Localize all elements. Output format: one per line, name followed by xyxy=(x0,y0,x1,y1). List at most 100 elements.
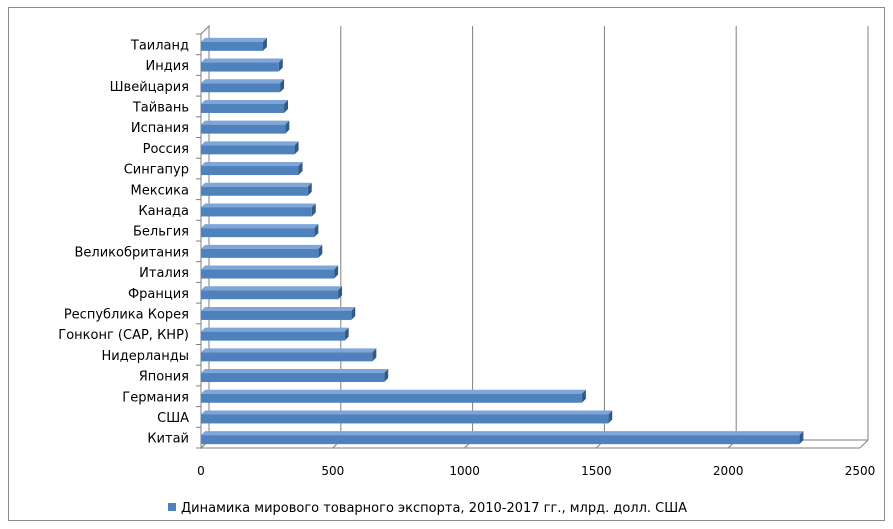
bar-end-face xyxy=(298,162,303,176)
bar-front-face xyxy=(201,207,312,217)
x-tick-label: 2500 xyxy=(845,464,876,478)
bar-front-face xyxy=(201,83,281,93)
category-label: Бельгия xyxy=(133,225,189,240)
category-label: Италия xyxy=(139,266,189,281)
x-tick-label: 1000 xyxy=(449,464,480,478)
bar-top-face xyxy=(201,286,343,291)
bar-front-face xyxy=(201,186,308,196)
bar-Бельгия xyxy=(201,224,319,238)
bar-end-face xyxy=(285,120,290,134)
category-labels: Таиланд Индия Швейцария Тайвань Испания Росси… xyxy=(58,38,189,446)
bar-end-face xyxy=(280,79,285,93)
bar-top-face xyxy=(201,58,283,63)
category-label: Германия xyxy=(122,390,189,405)
bar-top-face xyxy=(201,389,586,394)
bar-front-face xyxy=(201,62,279,72)
bar-end-face xyxy=(344,327,349,341)
category-label: Швейцария xyxy=(110,80,189,95)
bar-front-face xyxy=(201,310,352,320)
bar-front-face xyxy=(201,145,295,155)
bar-Гонконг (САР, КНР) xyxy=(201,327,349,341)
bar-Япония xyxy=(201,369,389,383)
bar-front-face xyxy=(201,269,335,279)
bar-end-face xyxy=(311,203,316,217)
bar-chart: Таиланд Индия Швейцария Тайвань Испания Росси… xyxy=(58,24,875,516)
bar-Мексика xyxy=(201,182,312,196)
bar-Республика Корея xyxy=(201,306,356,320)
legend-swatch xyxy=(168,503,176,511)
bar-end-face xyxy=(608,410,613,424)
bar-end-face xyxy=(581,389,586,403)
bar-end-face xyxy=(372,348,377,362)
bar-Франция xyxy=(201,286,343,300)
grid-lines xyxy=(200,26,869,449)
category-label: Канада xyxy=(138,204,189,219)
bar-top-face xyxy=(201,182,312,187)
bar-Индия xyxy=(201,58,283,72)
bar-top-face xyxy=(201,265,339,270)
bar-top-face xyxy=(201,224,319,229)
category-label: Тайвань xyxy=(132,100,189,115)
category-label: Япония xyxy=(139,370,189,385)
category-label: Нидерланды xyxy=(102,349,190,364)
floor-line-2500 xyxy=(859,439,869,449)
bar-top-face xyxy=(201,410,613,415)
bar-end-face xyxy=(384,369,389,383)
bar-top-face xyxy=(201,348,377,353)
bar-front-face xyxy=(201,103,285,113)
bar-Тайвань xyxy=(201,99,289,113)
bar-Сингапур xyxy=(201,162,303,176)
bar-Китай xyxy=(201,431,804,445)
bar-top-face xyxy=(201,369,389,374)
bar-front-face xyxy=(201,166,299,176)
bar-top-face xyxy=(201,37,267,42)
bar-top-face xyxy=(201,244,323,249)
category-label: Мексика xyxy=(131,183,189,198)
bar-front-face xyxy=(201,41,263,51)
bar-Россия xyxy=(201,141,299,155)
category-label: Гонконг (САР, КНР) xyxy=(58,328,189,343)
category-label: Франция xyxy=(128,287,189,302)
bar-end-face xyxy=(294,141,299,155)
category-label: США xyxy=(157,411,189,426)
bar-top-face xyxy=(201,141,299,146)
bar-top-face xyxy=(201,162,303,167)
category-label: Россия xyxy=(143,142,189,157)
bar-end-face xyxy=(278,58,283,72)
bar-Великобритания xyxy=(201,244,323,258)
bar-front-face xyxy=(201,352,373,362)
bar-front-face xyxy=(201,290,339,300)
bar-front-face xyxy=(201,435,800,445)
bar-Италия xyxy=(201,265,339,279)
bar-front-face xyxy=(201,331,345,341)
category-label: Сингапур xyxy=(124,163,189,178)
bar-end-face xyxy=(351,306,356,320)
category-label: Великобритания xyxy=(74,245,189,260)
bar-top-face xyxy=(201,99,289,104)
bar-end-face xyxy=(799,431,804,445)
bar-Испания xyxy=(201,120,290,134)
chart-frame: Таиланд Индия Швейцария Тайвань Испания Росси… xyxy=(8,7,885,521)
bars xyxy=(201,37,804,445)
bar-front-face xyxy=(201,373,385,383)
bar-front-face xyxy=(201,248,319,258)
bar-end-face xyxy=(318,244,323,258)
bar-Швейцария xyxy=(201,79,285,93)
bar-front-face xyxy=(201,228,315,238)
bar-Канада xyxy=(201,203,316,217)
tick-labels: 0 500 1000 1500 2000 2500 xyxy=(197,464,875,478)
bar-end-face xyxy=(307,182,312,196)
x-tick-label: 500 xyxy=(321,464,344,478)
bar-top-face xyxy=(201,327,349,332)
bar-end-face xyxy=(314,224,319,238)
bar-top-face xyxy=(201,431,804,436)
legend: Динамика мирового товарного экспорта, 20… xyxy=(168,501,687,516)
x-tick-label: 1500 xyxy=(581,464,612,478)
legend-label: Динамика мирового товарного экспорта, 20… xyxy=(181,501,687,516)
category-label: Китай xyxy=(147,432,189,447)
bar-end-face xyxy=(284,99,289,113)
bar-top-face xyxy=(201,203,316,208)
bar-end-face xyxy=(334,265,339,279)
bar-front-face xyxy=(201,393,582,403)
bar-Таиланд xyxy=(201,37,267,51)
